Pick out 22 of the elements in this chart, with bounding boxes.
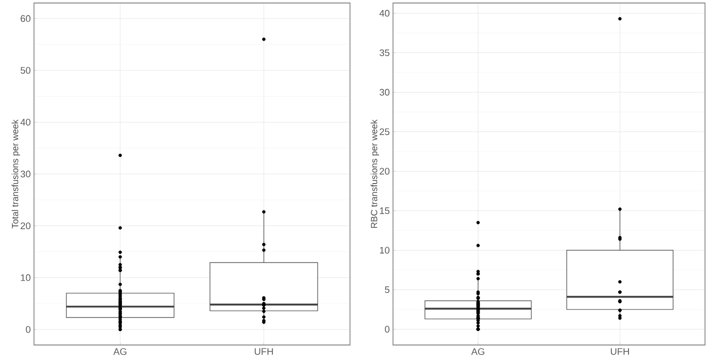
x-tick-label: UFH bbox=[254, 348, 273, 355]
y-tick-label: 30 bbox=[20, 170, 30, 178]
y-tick-label: 15 bbox=[380, 207, 390, 214]
y-tick-label: 60 bbox=[20, 15, 30, 22]
y-tick-label: 50 bbox=[20, 66, 30, 74]
x-tick-label: AG bbox=[113, 348, 126, 355]
x-tick-label: UFH bbox=[610, 348, 629, 355]
y-tick-label: 0 bbox=[26, 326, 30, 333]
y-axis-title: RBC transfusions per week bbox=[370, 119, 380, 228]
y-tick-label: 5 bbox=[384, 286, 390, 294]
y-axis-title: Total transfusions per week bbox=[12, 119, 20, 228]
y-tick-label: 10 bbox=[20, 274, 30, 281]
y-tick-label: 40 bbox=[20, 118, 30, 126]
y-tick-label: 40 bbox=[379, 10, 390, 17]
x-tick-label: AG bbox=[471, 348, 484, 355]
y-tick-label: 25 bbox=[380, 128, 390, 136]
y-tick-label: 0 bbox=[384, 326, 390, 333]
y-tick-label: 20 bbox=[20, 222, 30, 230]
y-tick-label: 30 bbox=[380, 88, 390, 96]
y-tick-label: 35 bbox=[380, 49, 390, 56]
y-tick-label: 20 bbox=[380, 168, 390, 175]
y-tick-label: 10 bbox=[380, 246, 390, 254]
